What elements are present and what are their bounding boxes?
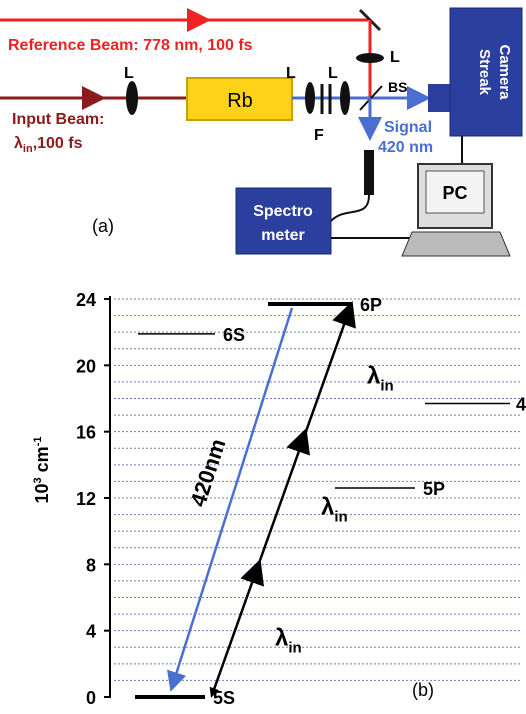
y-axis-label: 103 cm-1 [32,437,52,504]
lens [126,81,138,115]
rb-cell [186,77,293,121]
spectrometer [235,187,332,255]
label: Signal [384,119,432,136]
label: L [328,65,338,82]
camera-lens [428,84,450,112]
setup: Reference Beam: 778 nm, 100 fs Input Bea… [0,7,523,257]
label: L [124,65,134,82]
label: 420 nm [378,139,433,156]
y-tick-label: 16 [76,423,96,443]
subscript: in [288,639,301,656]
screen [425,170,485,214]
panel-label: (b) [412,680,434,700]
lens [340,81,350,115]
symbol: λ [275,624,288,651]
y-tick-label: 4 [86,622,96,642]
wavelength-label: λin [367,362,394,394]
wavelength-label: λin [275,624,302,656]
label: Rb [227,90,253,112]
label: Camera [496,44,513,100]
keyboard [401,231,511,257]
subscript: in [380,377,393,394]
label: Spectro [253,203,313,220]
arrow-head [286,427,310,456]
symbol: λ [321,493,334,520]
label: meter [261,227,305,244]
fiber-coupler [364,150,374,195]
arrow-head [240,558,264,587]
streak-camera [449,7,523,137]
label: λin,100 fs [14,135,83,155]
lens [305,82,315,114]
symbol: λ [367,362,380,389]
y-tick-label: 20 [76,356,96,376]
emission-arrow [167,307,294,692]
level-label: 5S [213,688,235,708]
label: BS [388,79,407,95]
level-label: 6S [223,325,245,345]
y-tick-label: 0 [86,688,96,708]
label: L [286,65,296,82]
label: PC [442,183,467,203]
subscript: in [334,508,347,525]
level-label: 6P [360,295,382,315]
label: Streak [476,49,493,96]
panel-label: (a) [92,216,114,236]
y-tick-label: 24 [76,290,96,310]
fiber [329,194,370,223]
level-label: 5P [423,479,445,499]
label: L [390,49,400,66]
level-label: 4D [516,394,526,414]
label: F [314,127,324,144]
label: Input Beam: [12,111,104,128]
y-tick-label: 8 [86,555,96,575]
energy-diagram: 103 cm-1 (b) 048121620245S5P4D6S6Pλinλin… [32,290,526,708]
label: Reference Beam: 778 nm, 100 fs [8,37,253,54]
wavelength-label: λin [321,493,348,525]
emission-label: 420nm [185,436,230,510]
y-tick-label: 12 [76,489,96,509]
lens [356,53,384,63]
absorption-arrow [210,300,356,696]
